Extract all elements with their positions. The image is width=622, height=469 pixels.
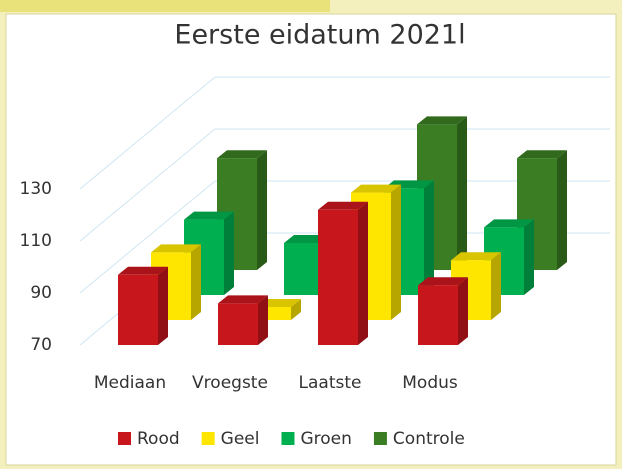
legend-swatch (281, 432, 295, 445)
bar (118, 274, 158, 345)
y-tick-label: 70 (30, 335, 52, 355)
legend-swatch (201, 432, 215, 445)
legend-label: Geel (221, 429, 260, 449)
bar-top (517, 150, 567, 159)
bar-side (457, 116, 467, 271)
y-tick-label: 90 (30, 283, 52, 303)
bar (284, 243, 324, 295)
bar-top (118, 266, 168, 275)
bar-top (318, 201, 368, 210)
bar (218, 303, 258, 345)
bar-top (451, 252, 501, 261)
bar (318, 209, 358, 345)
grid-line (79, 128, 610, 242)
y-tick-label: 110 (20, 231, 52, 251)
bar-side (158, 266, 168, 345)
bar (418, 285, 458, 345)
bar-side (257, 150, 267, 270)
legend-swatch (118, 432, 131, 445)
legend-label: Groen (300, 429, 351, 449)
legend-swatch (373, 432, 387, 445)
legend: Rood Geel Groen Controle (118, 429, 465, 449)
tab (0, 0, 330, 12)
grid-line (79, 180, 610, 294)
bar-top (218, 295, 268, 304)
bar-side (557, 150, 567, 270)
bar-side (224, 211, 234, 295)
bar-top (417, 116, 467, 125)
legend-label: Rood (137, 429, 180, 449)
grid: 70 90 110 130 Mediaan Vroegste Laatste Modus (20, 76, 610, 393)
x-tick-label: Laatste (299, 373, 362, 393)
x-tick-label: Mediaan (94, 373, 166, 393)
bar-top (351, 184, 401, 193)
bars (118, 116, 567, 345)
bar-side (358, 201, 368, 345)
bar-side (191, 244, 201, 320)
bar-top (418, 277, 468, 286)
bar-top (151, 244, 201, 253)
x-tick-label: Modus (402, 373, 458, 393)
legend-label: Controle (393, 429, 465, 449)
bar-top (184, 211, 234, 220)
bar-side (458, 277, 468, 345)
grid-line (79, 76, 610, 190)
chart-title: Eerste eidatum 2021l (174, 20, 465, 51)
bar-side (258, 295, 268, 345)
bar-side (424, 180, 434, 295)
bar-side (291, 299, 301, 320)
bar-top (217, 150, 267, 159)
bar-top (484, 219, 534, 228)
x-tick-label: Vroegste (192, 373, 268, 393)
y-tick-label: 130 (20, 179, 52, 199)
bar-side (391, 184, 401, 320)
bar-side (491, 252, 501, 320)
bar-side (524, 219, 534, 295)
